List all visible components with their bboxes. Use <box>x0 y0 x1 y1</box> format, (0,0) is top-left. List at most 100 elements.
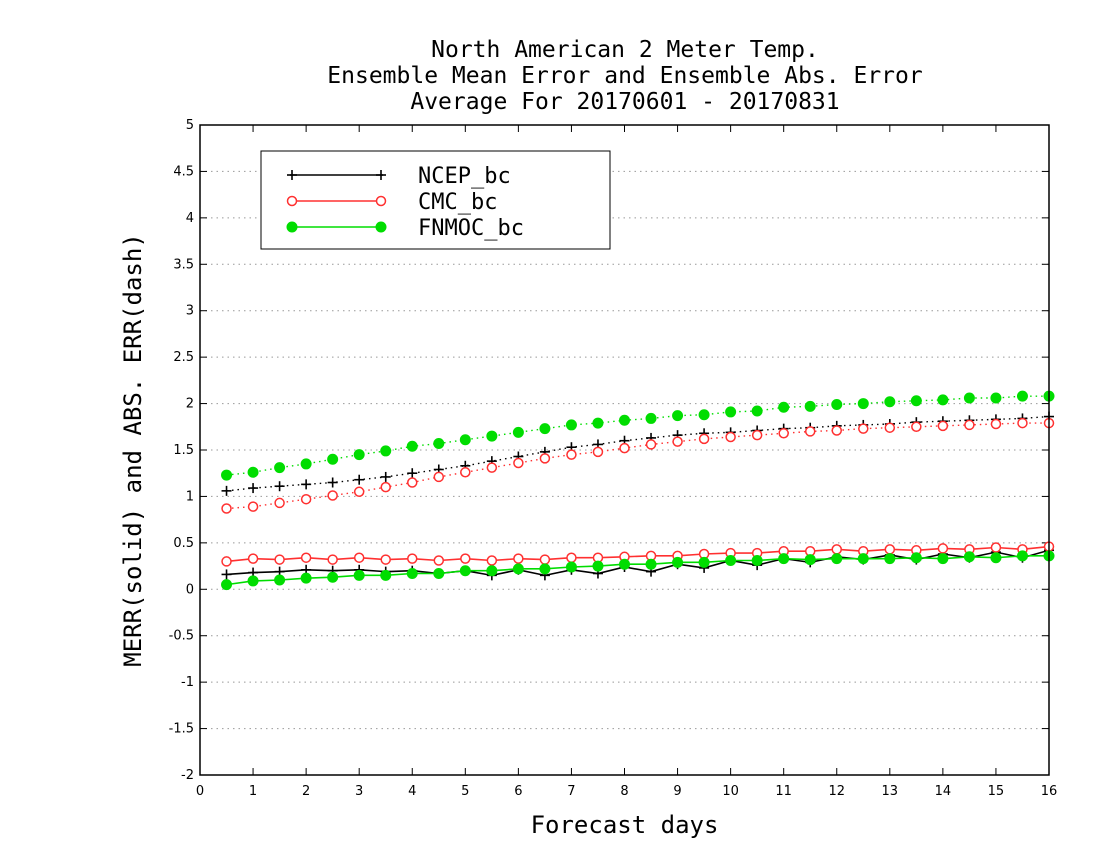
legend-label-fnmoc-bc: FNMOC_bc <box>418 216 524 241</box>
cmc-bc-mean-error-point <box>327 554 338 565</box>
chart-title-line-3: Average For 20170601 - 20170831 <box>410 89 840 115</box>
cmc-bc-abs-error-point <box>327 490 338 501</box>
cmc-bc-abs-error-point <box>884 422 896 433</box>
cmc-bc-abs-error-point <box>751 429 763 441</box>
cmc-bc-abs-error-point <box>539 453 551 464</box>
cmc-bc-abs-error-point <box>645 439 657 450</box>
y-tick-label: -1 <box>181 675 194 690</box>
fnmoc-bc-mean-error-point <box>725 555 737 566</box>
ncep-bc-abs-error-point <box>221 485 232 496</box>
y-tick-label: 2.5 <box>173 350 194 365</box>
cmc-bc-abs-error-point <box>911 421 922 433</box>
ncep-bc-abs-error-point <box>301 479 312 490</box>
ncep-bc-abs-error-point <box>380 471 391 482</box>
cmc-bc-mean-error-point <box>380 554 391 565</box>
cmc-bc-abs-error-point <box>247 501 259 512</box>
cmc-bc-mean-error-point <box>274 554 285 565</box>
cmc-bc-abs-error-point <box>433 471 445 483</box>
y-tick-label: -2 <box>181 768 194 783</box>
fnmoc-bc-mean-error-point <box>592 560 604 572</box>
fnmoc-bc-mean-error-point <box>486 565 498 577</box>
fnmoc-bc-mean-error-point <box>380 569 392 581</box>
ncep-bc-abs-error-point <box>327 477 338 488</box>
ncep-bc-abs-error-point <box>248 483 259 494</box>
fnmoc-bc-abs-error-point <box>247 466 259 478</box>
y-tick-label: -1.5 <box>169 722 194 737</box>
y-axis-title: MERR(solid) and ABS. ERR(dash) <box>119 233 147 666</box>
cmc-bc-abs-error-point <box>300 493 312 505</box>
x-tick-label: 13 <box>882 784 899 799</box>
legend-box <box>260 150 611 250</box>
fnmoc-bc-mean-error-point <box>645 558 657 570</box>
ncep-bc-mean-error-line <box>226 549 1050 577</box>
fnmoc-bc-abs-error-point <box>804 400 816 412</box>
cmc-bc-abs-error-point <box>1017 417 1028 429</box>
cmc-bc-mean-error-point <box>990 542 1002 553</box>
fnmoc-bc-mean-error-point <box>1016 550 1028 562</box>
fnmoc-bc-abs-error-point <box>406 440 418 452</box>
x-tick-label: 5 <box>461 784 469 799</box>
ncep-bc-abs-error-point <box>354 474 365 485</box>
fnmoc-bc-mean-error-point <box>512 563 524 575</box>
x-tick-label: 1 <box>249 784 257 799</box>
x-tick-label: 0 <box>196 784 204 799</box>
cmc-bc-abs-error-point <box>831 425 842 436</box>
fnmoc-bc-abs-error-point <box>857 398 869 410</box>
x-tick-label: 10 <box>722 784 739 799</box>
cmc-bc-mean-error-point <box>831 544 842 555</box>
ncep-bc-abs-error-line <box>226 415 1050 492</box>
legend-label-ncep-bc: NCEP_bc <box>418 164 511 189</box>
fnmoc-bc-mean-error-point <box>300 572 312 584</box>
y-tick-label: 0.5 <box>173 536 194 551</box>
plot-frame <box>199 124 1050 776</box>
cmc-bc-mean-error-point <box>407 553 418 564</box>
x-tick-label: 14 <box>935 784 952 799</box>
fnmoc-bc-abs-error-point <box>459 434 471 446</box>
cmc-bc-mean-error-point <box>539 554 551 565</box>
y-tick-label: 3 <box>186 304 194 319</box>
y-tick-label: 4 <box>186 211 194 226</box>
cmc-bc-mean-error-point <box>566 552 577 563</box>
cmc-bc-mean-error-point <box>300 552 312 563</box>
cmc-bc-mean-error-point <box>884 544 896 555</box>
fnmoc-bc-mean-error-point <box>353 569 365 581</box>
fnmoc-bc-abs-error-point <box>698 409 710 421</box>
cmc-bc-abs-error-point <box>698 433 710 445</box>
fnmoc-bc-abs-error-point <box>486 430 498 442</box>
fnmoc-bc-mean-error-point <box>910 552 922 564</box>
fnmoc-bc-abs-error-point <box>221 469 233 481</box>
fnmoc-bc-mean-error-point <box>963 551 975 563</box>
fnmoc-bc-mean-error-point <box>565 561 577 573</box>
ncep-bc-abs-error-point <box>407 468 418 479</box>
cmc-bc-abs-error-point <box>725 431 736 443</box>
cmc-bc-abs-error-point <box>672 436 683 447</box>
cmc-bc-abs-error-point <box>566 449 577 460</box>
fnmoc-bc-mean-error-point <box>884 553 896 565</box>
fnmoc-bc-abs-error-point <box>1016 390 1028 402</box>
fnmoc-bc-mean-error-point <box>274 574 286 586</box>
y-tick-label: 0 <box>186 582 194 597</box>
fnmoc-bc-mean-error-point <box>247 575 259 587</box>
fnmoc-bc-mean-error-point <box>672 556 684 568</box>
cmc-bc-mean-error-point <box>937 543 949 554</box>
cmc-bc-abs-error-point <box>353 486 365 498</box>
y-tick-label: 1 <box>186 489 194 504</box>
fnmoc-bc-abs-error-point <box>884 396 896 408</box>
chart-title-line-1: North American 2 Meter Temp. <box>431 37 819 63</box>
cmc-bc-abs-error-point <box>274 497 285 509</box>
fnmoc-bc-mean-error-point <box>831 553 843 565</box>
cmc-bc-abs-error-point <box>804 426 816 437</box>
fnmoc-bc-abs-error-point <box>274 462 286 474</box>
cmc-bc-abs-error-point <box>592 446 604 458</box>
cmc-bc-abs-error-point <box>937 420 949 432</box>
fnmoc-bc-mean-error-point <box>990 552 1002 564</box>
fnmoc-bc-abs-error-point <box>990 392 1002 404</box>
fnmoc-bc-mean-error-point <box>804 554 816 566</box>
fnmoc-bc-abs-error-point <box>937 394 949 406</box>
legend-marker-end-cmc-bc <box>375 195 387 207</box>
cmc-bc-abs-error-point <box>858 423 869 434</box>
fnmoc-bc-abs-error-point <box>539 423 551 435</box>
cmc-bc-abs-error-point <box>513 457 524 469</box>
legend-label-cmc-bc: CMC_bc <box>418 190 497 215</box>
